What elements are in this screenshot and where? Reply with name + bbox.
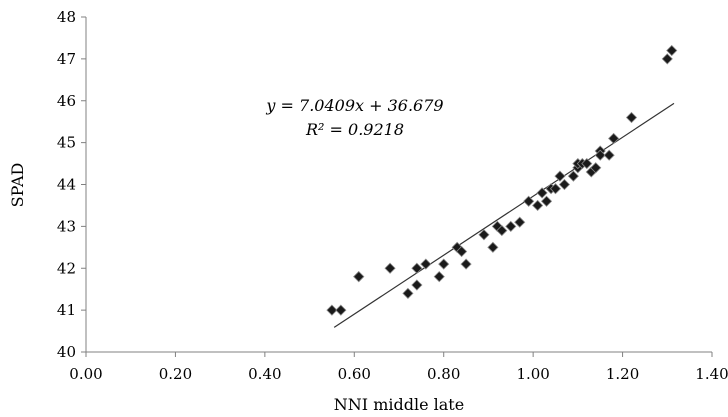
data-point: [433, 271, 445, 283]
data-point: [581, 157, 593, 170]
y-tick-label: 42: [57, 259, 76, 277]
x-tick-label: 0.20: [159, 365, 192, 383]
x-tick-label: 1.00: [516, 365, 549, 383]
data-point: [549, 183, 562, 195]
data-point: [438, 258, 450, 270]
y-tick-label: 41: [57, 301, 76, 319]
data-point: [384, 262, 396, 274]
data-point: [666, 44, 678, 57]
data-point: [594, 149, 606, 161]
data-point: [411, 262, 423, 274]
x-tick-label: 0.00: [69, 365, 102, 383]
data-point: [661, 53, 673, 65]
data-points: [326, 44, 678, 316]
data-point: [420, 258, 432, 270]
x-tick-label: 1.40: [695, 365, 728, 383]
y-tick-label: 45: [57, 134, 76, 152]
data-point: [540, 195, 553, 207]
data-point: [335, 304, 347, 316]
x-tick-label: 0.60: [338, 365, 371, 383]
x-tick-label: 1.20: [606, 365, 639, 383]
data-point: [523, 195, 535, 207]
data-point: [558, 178, 571, 191]
x-tick-label: 0.80: [427, 365, 460, 383]
y-tick-label: 40: [57, 343, 76, 361]
data-point: [567, 170, 579, 182]
data-point: [496, 224, 508, 237]
y-tick-label: 48: [57, 8, 76, 26]
data-point: [532, 199, 544, 212]
data-point: [514, 216, 526, 228]
data-point: [625, 111, 638, 124]
data-point: [478, 229, 490, 241]
y-tick-label: 43: [57, 217, 76, 235]
data-point: [590, 162, 602, 174]
data-point: [402, 287, 414, 299]
y-tick-label: 44: [57, 176, 76, 194]
data-point: [326, 304, 338, 316]
data-point: [536, 187, 548, 199]
data-point: [353, 271, 365, 283]
data-point: [411, 279, 423, 291]
data-point: [554, 170, 566, 182]
y-axis-ticks: 40 41 42 43 44 45 46 47 48: [57, 8, 86, 361]
x-tick-label: 0.40: [248, 365, 281, 383]
data-point: [603, 149, 615, 161]
y-axis-title: SPAD: [8, 163, 27, 208]
x-axis-title: NNI middle late: [334, 395, 464, 414]
x-axis-ticks: 0.00 0.20 0.40 0.60 0.80 1.00 1.20 1.40: [69, 352, 728, 383]
data-point: [460, 258, 472, 270]
trendline: [333, 102, 675, 328]
r-squared-label: R² = 0.9218: [305, 120, 404, 139]
plot-area: 40 41 42 43 44 45 46 47 48 0.00 0.20 0.40 0.60 0.80 1…: [57, 8, 728, 383]
y-tick-label: 46: [57, 92, 76, 110]
data-point: [456, 245, 468, 258]
data-point: [608, 132, 620, 145]
equation-label: y = 7.0409x + 36.679: [265, 96, 443, 115]
data-point: [505, 220, 517, 232]
y-tick-label: 47: [57, 50, 76, 68]
data-point: [487, 241, 499, 253]
